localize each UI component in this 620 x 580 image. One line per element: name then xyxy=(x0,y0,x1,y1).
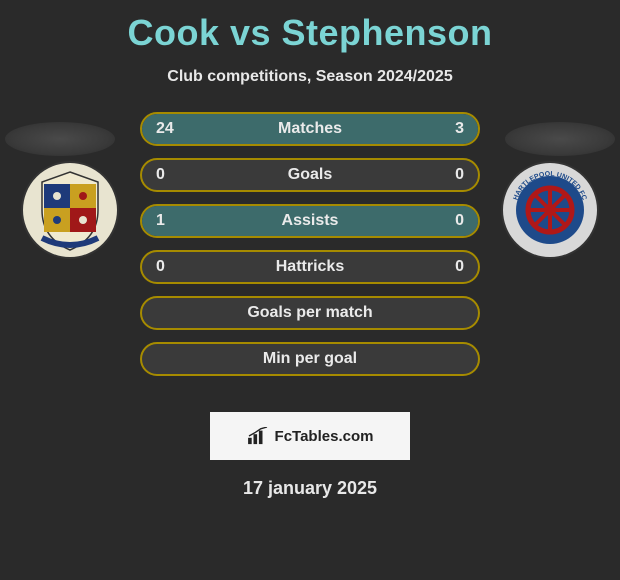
stat-label: Min per goal xyxy=(263,350,357,368)
stat-value-right: 0 xyxy=(455,166,464,184)
brand-text: FcTables.com xyxy=(275,428,374,445)
stat-row: 1 Assists 0 xyxy=(140,204,480,238)
page-title: Cook vs Stephenson xyxy=(0,0,620,54)
stat-value-right: 3 xyxy=(455,120,464,138)
team-crest-right: HARTLEPOOL UNITED FC xyxy=(500,160,600,260)
stat-label: Goals xyxy=(288,166,332,184)
stat-label: Matches xyxy=(278,120,342,138)
stat-row: 24 Matches 3 xyxy=(140,112,480,146)
stat-value-right: 0 xyxy=(455,212,464,230)
pedestal-left xyxy=(5,122,115,156)
stat-label: Goals per match xyxy=(247,304,372,322)
hartlepool-crest-icon: HARTLEPOOL UNITED FC xyxy=(500,160,600,260)
stat-row: 0 Hattricks 0 xyxy=(140,250,480,284)
stat-row: Goals per match xyxy=(140,296,480,330)
stat-label: Assists xyxy=(282,212,339,230)
stat-value-left: 0 xyxy=(156,258,165,276)
stat-value-right: 0 xyxy=(455,258,464,276)
comparison-panel: HARTLEPOOL UNITED FC 24 Matches 3 0 Goals 0 1 A… xyxy=(0,100,620,400)
stat-row: Min per goal xyxy=(140,342,480,376)
fctables-logo-icon xyxy=(247,427,269,445)
stat-row: 0 Goals 0 xyxy=(140,158,480,192)
stat-value-left: 24 xyxy=(156,120,174,138)
stat-value-left: 1 xyxy=(156,212,165,230)
subtitle: Club competitions, Season 2024/2025 xyxy=(0,68,620,86)
stat-bars: 24 Matches 3 0 Goals 0 1 Assists 0 0 Hattricks 0 Goa… xyxy=(140,112,480,376)
team-crest-left xyxy=(20,160,120,260)
date-text: 17 january 2025 xyxy=(0,478,620,499)
stat-value-left: 0 xyxy=(156,166,165,184)
pedestal-right xyxy=(505,122,615,156)
stat-label: Hattricks xyxy=(276,258,344,276)
brand-badge: FcTables.com xyxy=(210,412,410,460)
wealdstone-crest-icon xyxy=(20,160,120,260)
